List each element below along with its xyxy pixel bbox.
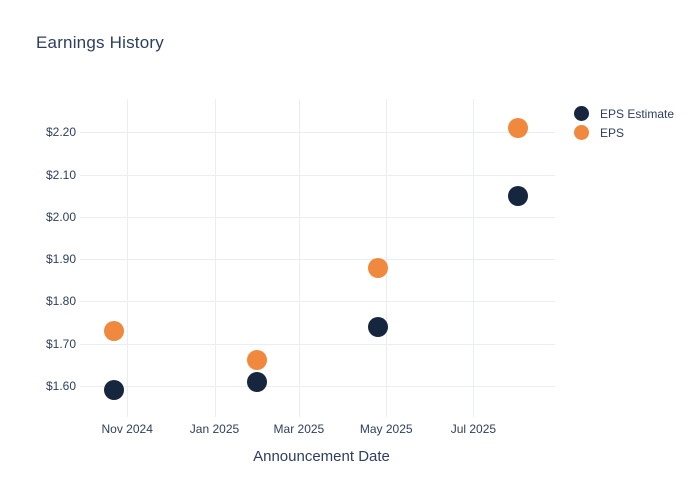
legend-item-eps-estimate[interactable]: EPS Estimate bbox=[574, 106, 674, 121]
gridline-y bbox=[80, 385, 555, 387]
data-point-eps[interactable] bbox=[104, 320, 125, 341]
chart-title: Earnings History bbox=[36, 33, 164, 52]
legend-item-eps[interactable]: EPS bbox=[574, 125, 674, 140]
eps-marker-icon bbox=[574, 125, 589, 140]
gridline-y bbox=[80, 132, 555, 134]
gridline-y bbox=[80, 259, 555, 261]
plot-area bbox=[80, 99, 555, 417]
data-point-eps-estimate[interactable] bbox=[507, 185, 528, 206]
gridline-y bbox=[80, 174, 555, 176]
data-point-eps[interactable] bbox=[367, 257, 388, 278]
data-point-eps[interactable] bbox=[507, 118, 528, 139]
data-point-eps[interactable] bbox=[247, 350, 268, 371]
gridline-x bbox=[386, 99, 388, 417]
eps-estimate-marker-icon bbox=[574, 106, 589, 121]
y-tick-label: $1.70 bbox=[45, 336, 76, 351]
gridline-y bbox=[80, 216, 555, 218]
data-point-eps-estimate[interactable] bbox=[104, 380, 125, 400]
y-tick-label: $2.20 bbox=[45, 125, 76, 140]
gridline-x bbox=[127, 99, 129, 417]
gridline-x bbox=[473, 99, 475, 417]
legend: EPS Estimate EPS bbox=[574, 106, 674, 140]
gridline-x bbox=[298, 99, 300, 417]
y-tick-label: $2.10 bbox=[45, 167, 76, 182]
x-tick-label: Nov 2024 bbox=[101, 422, 153, 436]
data-point-eps-estimate[interactable] bbox=[367, 316, 388, 337]
legend-label-eps-estimate: EPS Estimate bbox=[600, 106, 675, 121]
y-tick-label: $1.80 bbox=[45, 294, 76, 309]
x-tick-label: Mar 2025 bbox=[273, 422, 325, 436]
data-point-eps-estimate[interactable] bbox=[247, 371, 268, 392]
y-tick-label: $2.00 bbox=[45, 209, 76, 224]
x-tick-label: Jul 2025 bbox=[450, 422, 497, 436]
y-tick-label: $1.90 bbox=[45, 252, 76, 267]
legend-label-eps: EPS bbox=[600, 125, 625, 140]
y-tick-label: $1.60 bbox=[45, 378, 76, 393]
x-tick-label: Jan 2025 bbox=[189, 422, 240, 436]
gridline-x bbox=[214, 99, 216, 417]
gridline-y bbox=[80, 343, 555, 345]
gridline-y bbox=[80, 301, 555, 303]
x-tick-label: May 2025 bbox=[359, 422, 413, 436]
x-axis-title: Announcement Date bbox=[253, 448, 390, 465]
